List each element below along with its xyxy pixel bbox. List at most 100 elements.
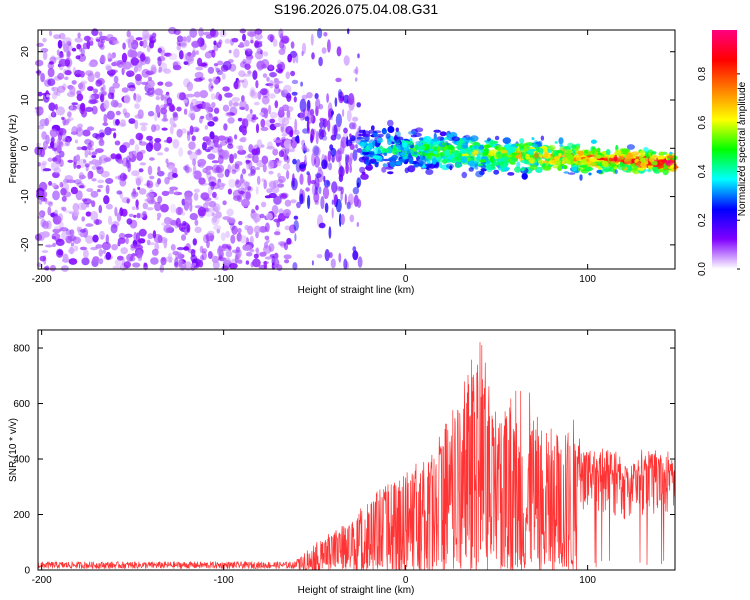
spectrogram-cell bbox=[221, 149, 230, 160]
spectrogram-cell bbox=[217, 172, 224, 178]
spectrogram-cell bbox=[134, 93, 142, 103]
spectrogram-cell bbox=[209, 131, 215, 140]
spectrogram-cell bbox=[192, 262, 196, 267]
spectrogram-cell bbox=[91, 165, 97, 171]
spectrogram-cell bbox=[335, 198, 342, 213]
spectrogram-cell bbox=[579, 165, 588, 168]
spectrogram-cell bbox=[256, 175, 261, 185]
spectrogram-cell bbox=[340, 140, 345, 155]
spectrogram-cell bbox=[147, 200, 157, 205]
spectrogram-cell bbox=[232, 189, 242, 199]
spectrogram-cell bbox=[365, 145, 370, 152]
spectrogram-cell bbox=[477, 149, 485, 153]
spectrogram-cell bbox=[181, 128, 187, 134]
spectrogram-cell bbox=[112, 82, 120, 89]
spectrogram-cell bbox=[372, 147, 382, 155]
spectrogram-cell bbox=[62, 253, 69, 263]
spectrogram-cell bbox=[47, 78, 56, 86]
spectrogram-cell bbox=[247, 225, 254, 235]
y-tick-label: -10 bbox=[20, 189, 31, 204]
spectrogram-cell bbox=[226, 208, 234, 217]
spectrogram-cell bbox=[245, 190, 251, 201]
spectrogram-cell bbox=[240, 190, 244, 197]
spectrogram-cell bbox=[170, 203, 176, 214]
spectrogram-cell bbox=[77, 32, 81, 39]
spectrogram-cell bbox=[658, 164, 665, 169]
spectrogram-cell bbox=[461, 142, 469, 149]
spectrogram-cell bbox=[111, 62, 117, 67]
spectrogram-cell bbox=[346, 136, 349, 147]
y-tick-label: 0 bbox=[20, 145, 31, 151]
spectrogram-cell bbox=[475, 170, 484, 178]
spectrogram-cell bbox=[224, 38, 231, 44]
spectrogram-cell bbox=[202, 167, 208, 174]
spectrogram-cell bbox=[301, 94, 308, 100]
spectrogram-cell bbox=[321, 47, 327, 54]
spectrogram-cell bbox=[183, 99, 188, 104]
spectrogram-cell bbox=[38, 210, 46, 218]
spectrogram-cell bbox=[217, 145, 223, 153]
x-tick-label: -100 bbox=[214, 575, 234, 586]
spectrogram-cell bbox=[643, 147, 649, 153]
spectrogram-cell bbox=[134, 103, 141, 109]
spectrogram-cell bbox=[193, 188, 200, 193]
spectrogram-cell bbox=[353, 68, 358, 74]
spectrogram-cell bbox=[145, 70, 155, 76]
spectrogram-cell bbox=[581, 158, 587, 163]
spectrogram-cell bbox=[101, 90, 108, 96]
spectrogram-cell bbox=[266, 76, 270, 82]
spectrogram-cell bbox=[199, 90, 209, 99]
spectrogram-cell bbox=[138, 228, 147, 237]
spectrogram-cell bbox=[52, 147, 57, 151]
spectrogram-cell bbox=[115, 119, 120, 126]
spectrogram-cell bbox=[117, 241, 121, 247]
spectrogram-cell bbox=[275, 68, 284, 73]
spectrogram-cell bbox=[52, 228, 61, 234]
spectrogram-cell bbox=[237, 187, 247, 195]
spectrogram-cell bbox=[657, 155, 666, 160]
spectrogram-cell bbox=[327, 162, 333, 171]
spectrogram-cell bbox=[248, 173, 253, 177]
spectrogram-cell bbox=[577, 150, 584, 156]
spectrogram-cell bbox=[597, 147, 601, 153]
spectrogram-cell bbox=[167, 171, 175, 180]
spectrogram-cell bbox=[188, 113, 193, 118]
spectrogram-cell bbox=[97, 39, 104, 48]
spectrogram-cell bbox=[237, 227, 242, 234]
spectrogram-cell bbox=[160, 94, 165, 101]
spectrogram-cell bbox=[67, 111, 72, 118]
spectrogram-cell bbox=[604, 154, 613, 157]
spectrogram-cell bbox=[264, 195, 272, 199]
spectrogram-cell bbox=[74, 37, 83, 43]
x-tick-label: -200 bbox=[32, 575, 52, 586]
spectrogram-cell bbox=[114, 206, 118, 217]
spectrogram-cell bbox=[173, 191, 183, 196]
spectrogram-cell bbox=[524, 153, 530, 160]
spectrogram-cell bbox=[135, 177, 142, 186]
spectrogram-cell bbox=[136, 151, 144, 161]
spectrogram-cell bbox=[168, 164, 175, 171]
spectrogram-cell bbox=[236, 232, 242, 242]
spectrogram-cell bbox=[56, 145, 62, 154]
spectrogram-cell bbox=[200, 115, 205, 120]
spectrogram-cell bbox=[345, 153, 348, 165]
spectrogram-cell bbox=[57, 72, 65, 80]
spectrogram-cell bbox=[250, 169, 256, 176]
spectrogram-cell bbox=[469, 135, 479, 142]
spectrogram-cell bbox=[227, 117, 235, 124]
spectrogram-cell bbox=[202, 31, 211, 36]
spectrogram-cell bbox=[343, 258, 348, 270]
spectrogram-cell bbox=[271, 204, 279, 215]
spectrogram-cell bbox=[252, 258, 261, 268]
spectrogram-cell bbox=[328, 226, 332, 239]
spectrogram-cell bbox=[73, 245, 79, 252]
spectrogram-cell bbox=[212, 215, 218, 223]
spectrogram-cell bbox=[124, 112, 131, 118]
spectrogram-cell bbox=[228, 245, 232, 251]
spectrogram-cell bbox=[208, 82, 214, 92]
spectrogram-cell bbox=[327, 39, 331, 53]
spectrogram-cell bbox=[179, 92, 186, 101]
spectrogram-cell bbox=[249, 249, 255, 253]
y-tick-label: -20 bbox=[20, 237, 31, 252]
spectrogram-cell bbox=[62, 132, 67, 141]
